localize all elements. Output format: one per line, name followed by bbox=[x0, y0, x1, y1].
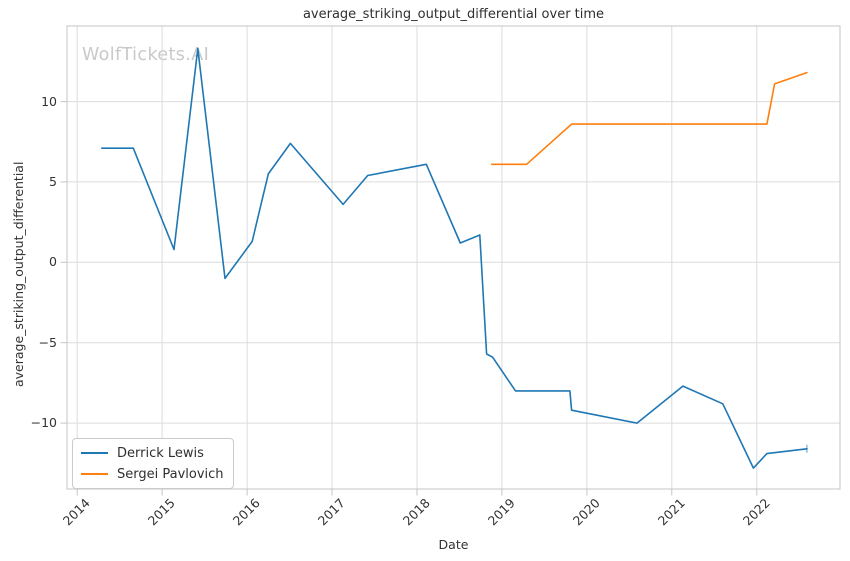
legend-item: Sergei Pavlovich bbox=[81, 466, 224, 482]
legend-line-swatch bbox=[81, 452, 108, 454]
legend-line-swatch bbox=[81, 473, 108, 475]
watermark: WolfTickets.AI bbox=[82, 45, 210, 65]
y-axis-label: average_striking_output_differential bbox=[11, 161, 26, 387]
y-tick-label: 5 bbox=[49, 173, 57, 189]
legend-label: Sergei Pavlovich bbox=[117, 466, 224, 482]
y-tick-label: 10 bbox=[41, 93, 57, 109]
series-line bbox=[490, 71, 808, 166]
chart-title: average_striking_output_differential ove… bbox=[302, 7, 605, 22]
axes-border bbox=[66, 25, 841, 490]
x-axis-label: Date bbox=[438, 537, 469, 552]
legend-label: Derrick Lewis bbox=[117, 445, 204, 461]
y-tick-label: −10 bbox=[30, 415, 57, 431]
legend: Derrick Lewis Sergei Pavlovich bbox=[72, 438, 234, 489]
legend-item: Derrick Lewis bbox=[81, 445, 224, 461]
series-line bbox=[101, 47, 808, 469]
y-tick-label: −5 bbox=[38, 334, 57, 350]
y-tick-label: 0 bbox=[49, 254, 57, 270]
